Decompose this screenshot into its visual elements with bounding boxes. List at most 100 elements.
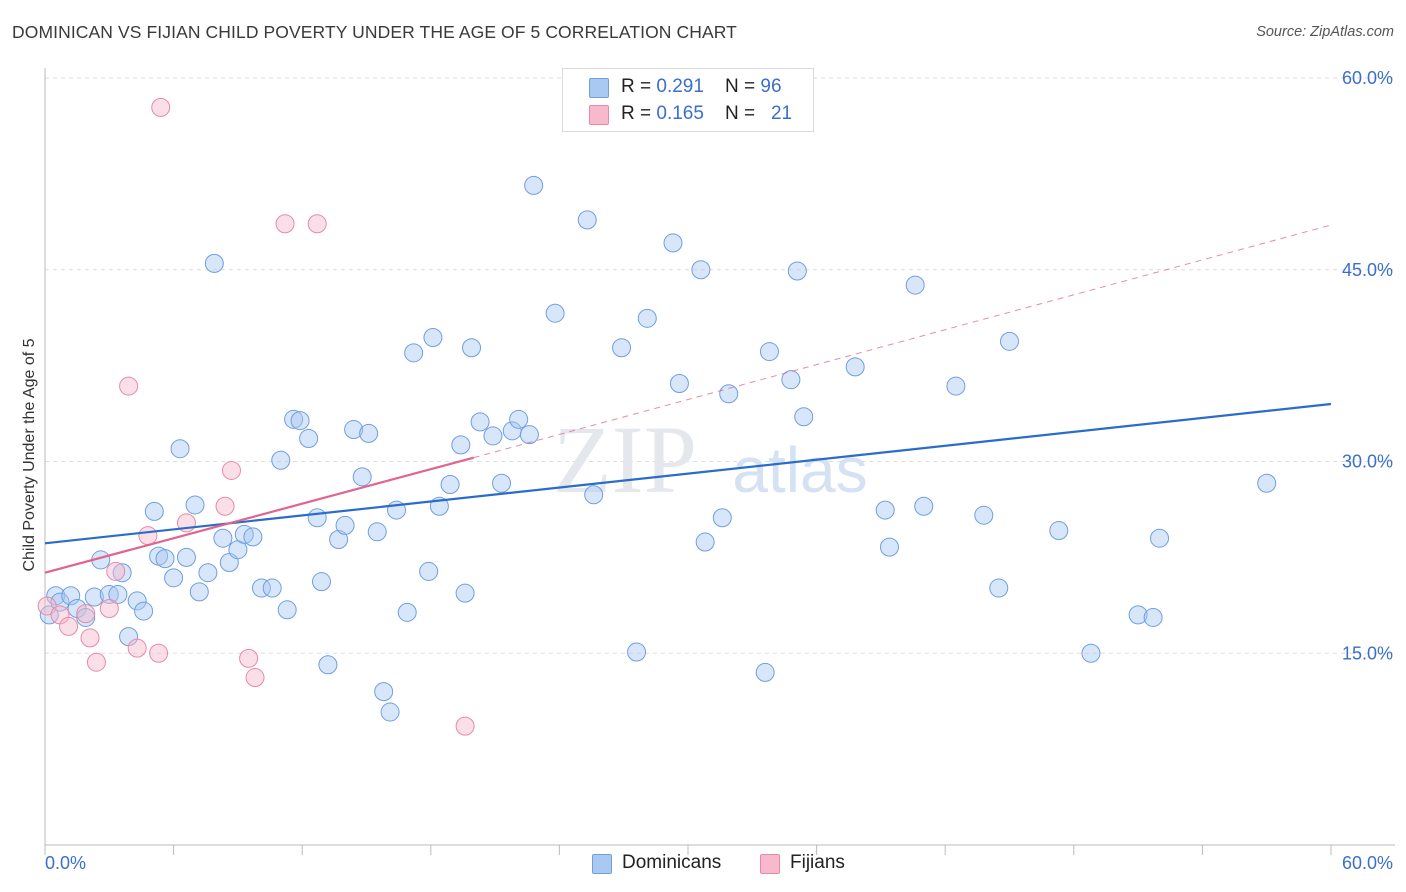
dominicans-point bbox=[176, 547, 196, 567]
dominicans-point bbox=[367, 522, 387, 542]
dominicans-point bbox=[419, 561, 439, 581]
dominicans-point bbox=[483, 426, 503, 446]
dominicans-point bbox=[423, 328, 443, 348]
trend-lines bbox=[44, 224, 1332, 574]
legend-r-value: 0.165 bbox=[656, 103, 704, 124]
dominicans-point bbox=[204, 253, 224, 273]
dominicans-point bbox=[299, 428, 319, 448]
dominicans-point bbox=[470, 412, 490, 432]
legend-n-value: 96 bbox=[760, 76, 782, 97]
fijians-point bbox=[455, 716, 475, 736]
dominicans-point bbox=[290, 411, 310, 431]
dominicans-point bbox=[329, 529, 349, 549]
dominicans-point bbox=[719, 384, 739, 404]
fijians-point bbox=[119, 376, 139, 396]
dominicans-point bbox=[170, 439, 190, 459]
bottom-legend-label-fijians: Fijians bbox=[790, 852, 845, 873]
dominicans-point bbox=[380, 702, 400, 722]
dominicans-point bbox=[311, 572, 331, 592]
fijians-point bbox=[127, 638, 147, 658]
dominicans-point bbox=[914, 496, 934, 516]
tick-labels: 15.0% 30.0% 45.0% 60.0% 0.0% 60.0% bbox=[45, 68, 1393, 873]
dominicans-point bbox=[545, 303, 565, 323]
dominicans-point bbox=[695, 532, 715, 552]
dominicans-point bbox=[712, 508, 732, 528]
fijians-point bbox=[99, 599, 119, 619]
legend-n-value: 21 bbox=[770, 103, 793, 124]
dominicans-point bbox=[243, 527, 263, 547]
dominicans-point bbox=[794, 407, 814, 427]
dominicans-point bbox=[335, 515, 355, 535]
dominicans-point bbox=[374, 682, 394, 702]
y-tick-label: 45.0% bbox=[1342, 260, 1393, 280]
fijians-point bbox=[151, 97, 171, 117]
dominicans-point bbox=[262, 578, 282, 598]
axes bbox=[44, 68, 1395, 855]
bottom-legend-swatch-fijians bbox=[760, 854, 780, 874]
fijians-point bbox=[76, 604, 96, 624]
dominicans-point bbox=[509, 409, 529, 429]
y-tick-label: 60.0% bbox=[1342, 68, 1393, 88]
fijians-point bbox=[86, 652, 106, 672]
fijians-trend-extension bbox=[473, 224, 1332, 459]
dominicans-point bbox=[144, 501, 164, 521]
dominicans-point bbox=[946, 376, 966, 396]
dominicans-point bbox=[1143, 607, 1163, 627]
legend-r-label: R = bbox=[621, 103, 657, 124]
dominicans-point bbox=[284, 409, 304, 429]
fijians-point bbox=[59, 616, 79, 636]
dominicans-point bbox=[1081, 643, 1101, 663]
fijians-point bbox=[106, 561, 126, 581]
chart-title: DOMINICAN VS FIJIAN CHILD POVERTY UNDER … bbox=[12, 22, 737, 42]
dominicans-point bbox=[1128, 605, 1148, 625]
fijians-point bbox=[239, 648, 259, 668]
fijians-trend-line bbox=[44, 456, 474, 574]
dominicans-point bbox=[277, 600, 297, 620]
dominicans-point bbox=[974, 505, 994, 525]
watermark: ZIP atlas bbox=[553, 406, 868, 513]
legend-r-label: R = bbox=[621, 76, 657, 97]
dominicans-point bbox=[462, 338, 482, 358]
legend: R = 0.291 N = 96 R = 0.165 N = 21 bbox=[562, 68, 814, 132]
dominicans-point bbox=[344, 420, 364, 440]
dominicans-point bbox=[451, 435, 471, 455]
y-tick-label: 30.0% bbox=[1342, 452, 1393, 472]
legend-r-value: 0.291 bbox=[656, 76, 704, 97]
dominicans-point bbox=[112, 563, 132, 583]
dominicans-point bbox=[577, 210, 597, 230]
dominicans-point bbox=[612, 338, 632, 358]
dominicans-point bbox=[155, 549, 175, 569]
dominicans-point bbox=[663, 233, 683, 253]
fijians-points bbox=[37, 97, 475, 736]
dominicans-point bbox=[905, 275, 925, 295]
dominicans-trend-line bbox=[44, 402, 1332, 545]
dominicans-point bbox=[492, 473, 512, 493]
dominicans-point bbox=[989, 578, 1009, 598]
dominicans-point bbox=[307, 508, 327, 528]
dominicans-point bbox=[164, 568, 184, 588]
fijians-point bbox=[275, 214, 295, 234]
dominicans-point bbox=[271, 450, 291, 470]
dominicans-point bbox=[584, 485, 604, 505]
dominicans-point bbox=[61, 586, 81, 606]
legend-swatch-dominicans bbox=[589, 78, 609, 98]
source-label: Source: ZipAtlas.com bbox=[1256, 24, 1394, 40]
dominicans-point bbox=[759, 342, 779, 362]
dominicans-point bbox=[397, 602, 417, 622]
dominicans-point bbox=[359, 423, 379, 443]
dominicans-point bbox=[198, 563, 218, 583]
dominicans-point bbox=[440, 475, 460, 495]
dominicans-point bbox=[691, 260, 711, 280]
dominicans-point bbox=[455, 583, 475, 603]
fijians-point bbox=[221, 460, 241, 480]
dominicans-point bbox=[875, 500, 895, 520]
dominicans-point bbox=[84, 587, 104, 607]
legend-swatch-fijians bbox=[589, 105, 609, 125]
dominicans-point bbox=[251, 578, 271, 598]
dominicans-point bbox=[1049, 521, 1069, 541]
dominicans-point bbox=[787, 261, 807, 281]
x-tick-label: 60.0% bbox=[1342, 853, 1393, 873]
dominicans-point bbox=[669, 374, 689, 394]
dominicans-point bbox=[185, 495, 205, 515]
